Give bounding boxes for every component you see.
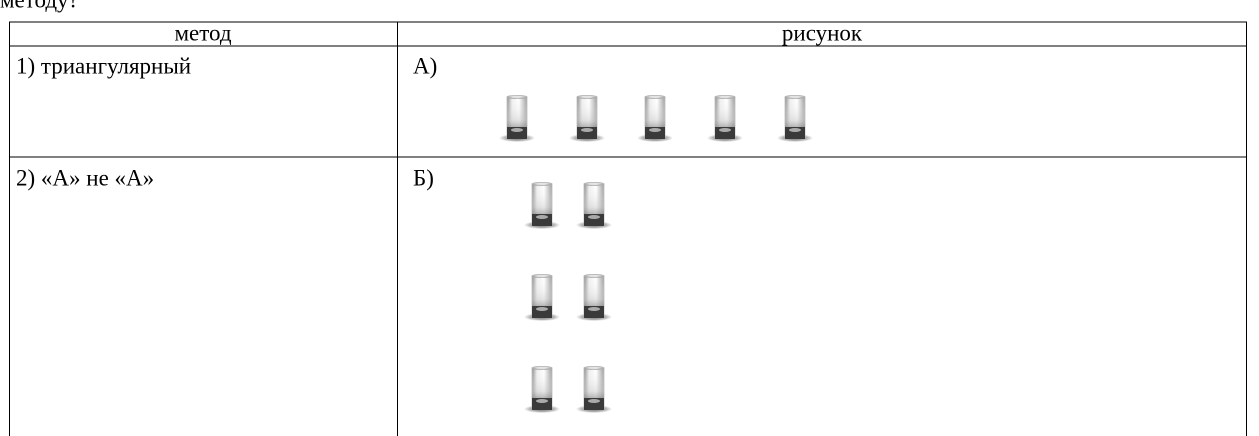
header-cell: рисунок bbox=[782, 20, 863, 45]
cell: А) bbox=[413, 53, 437, 78]
cell: 2) «А» не «А» bbox=[16, 165, 154, 190]
cell: Б) bbox=[413, 165, 434, 190]
caption: методу? bbox=[0, 0, 79, 12]
header-cell: метод bbox=[174, 20, 231, 45]
glass-illustration bbox=[498, 95, 814, 143]
glass-illustration bbox=[523, 182, 613, 414]
cell: 1) триангулярный bbox=[16, 53, 191, 78]
